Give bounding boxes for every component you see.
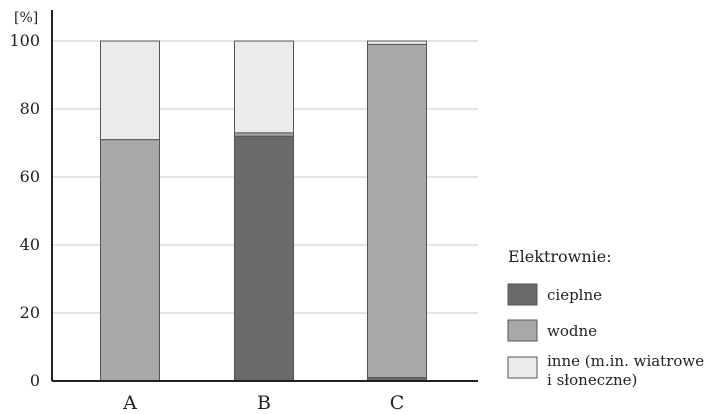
x-tick-label: B [257,392,271,414]
legend: Elektrownie: cieplne wodne inne (m.in. wia… [507,247,704,389]
y-tick-label: 80 [20,99,40,118]
bar-segment-b-0 [234,135,294,382]
x-tick-label: C [390,392,405,414]
axes [51,10,478,382]
legend-label-line: i słoneczne) [547,371,637,389]
legend-label: cieplne [547,286,602,304]
bars [100,40,427,382]
y-tick-label: 40 [20,235,40,254]
bar-segment-c-1 [367,43,427,379]
legend-label-line: inne (m.in. wiatrowe [547,352,704,370]
legend-swatch [507,319,538,342]
y-tick-label: 100 [9,31,40,50]
y-tick-labels: 0 20 40 60 80 100 [9,31,40,390]
legend-swatch [507,283,538,306]
y-tick-label: 0 [30,371,40,390]
legend-title: Elektrownie: [508,247,612,266]
x-tick-labels: A B C [122,392,404,414]
legend-label: wodne [547,322,597,340]
legend-swatch [507,356,538,379]
bar-segment-c-2 [367,40,427,45]
x-tick-label: A [122,392,137,414]
bar-segment-b-1 [234,132,294,137]
bar-segment-b-2 [234,40,294,134]
y-unit-label: [%] [14,10,38,26]
bar-segment-a-2 [100,40,160,141]
bar-segment-a-1 [100,139,160,382]
y-tick-label: 20 [20,303,40,322]
y-tick-label: 60 [20,167,40,186]
